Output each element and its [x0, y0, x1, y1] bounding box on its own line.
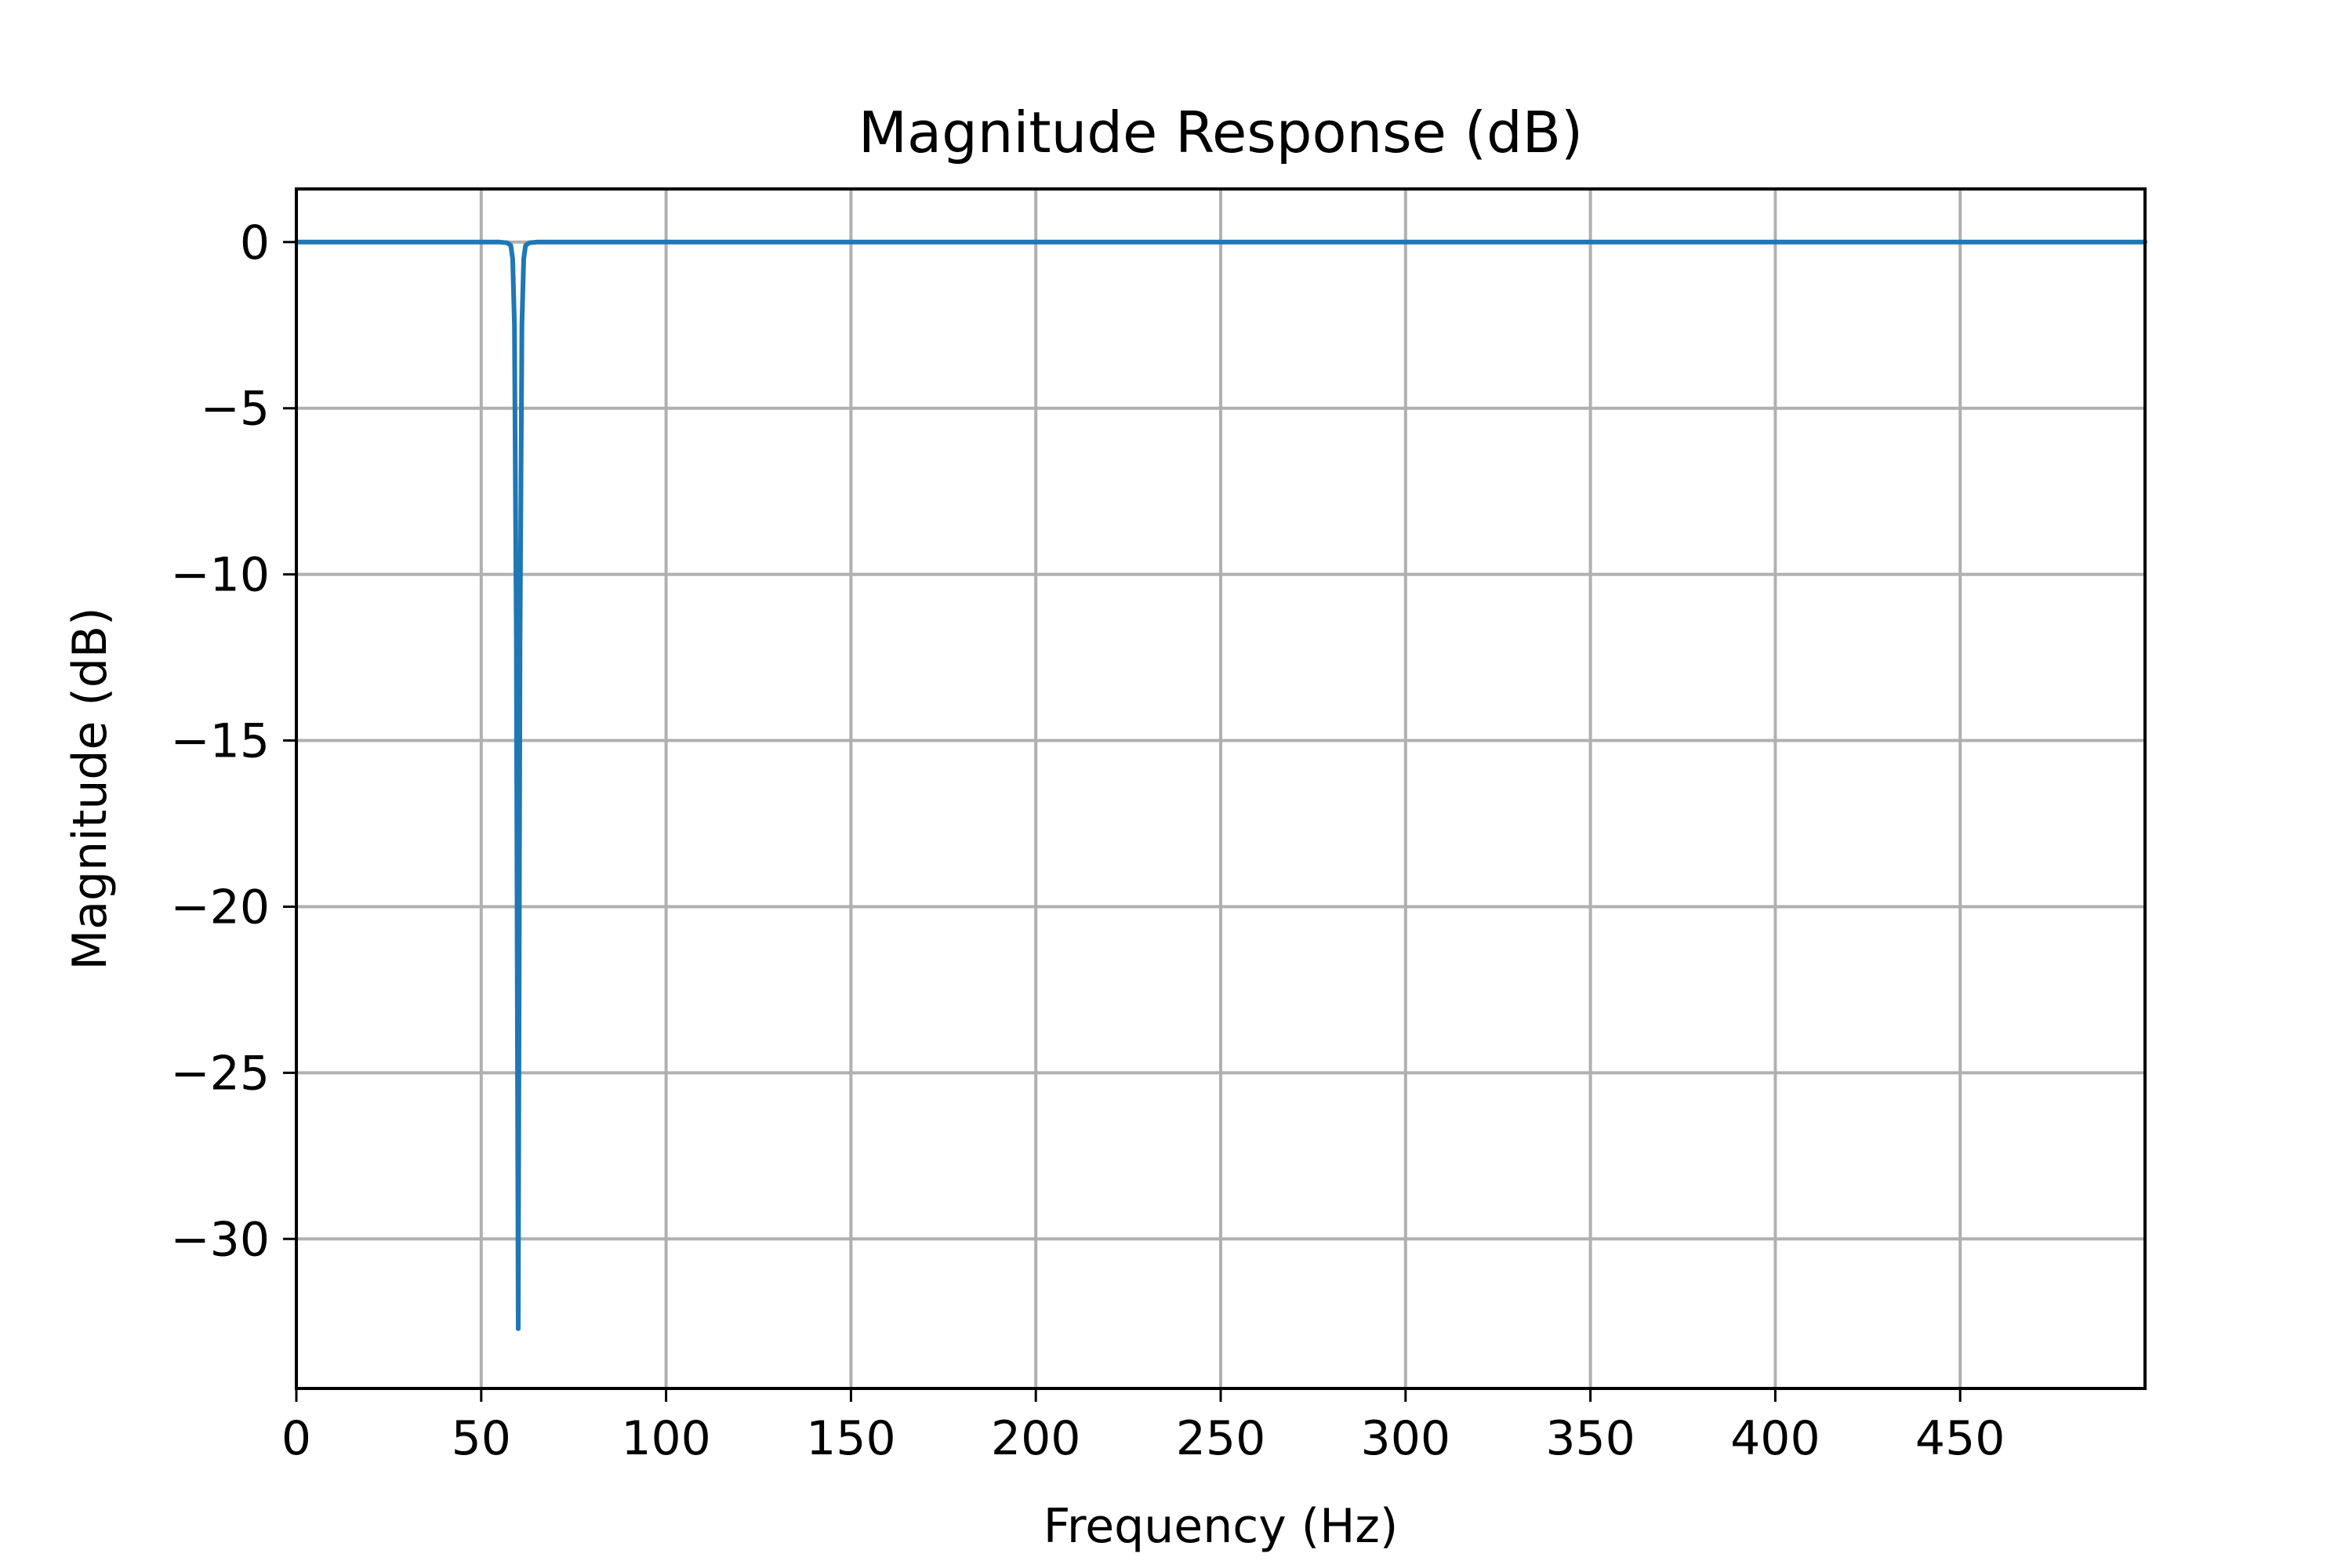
y-tick-label: 0 [240, 216, 270, 270]
x-tick-label: 100 [621, 1411, 711, 1466]
y-tick-label: −15 [170, 714, 270, 769]
x-tick-label: 0 [281, 1411, 311, 1466]
y-tick-label: −5 [201, 382, 270, 437]
y-tick-label: −20 [170, 880, 270, 935]
x-axis-label: Frequency (Hz) [1044, 1499, 1398, 1554]
x-tick-label: 450 [1915, 1411, 2005, 1466]
x-tick-label: 300 [1361, 1411, 1451, 1466]
y-axis-label: Magnitude (dB) [63, 607, 118, 970]
x-tick-label: 350 [1545, 1411, 1635, 1466]
x-tick-label: 50 [452, 1411, 511, 1466]
x-tick-label: 200 [991, 1411, 1081, 1466]
series-layer [294, 239, 2147, 1331]
x-tick-label: 400 [1730, 1411, 1820, 1466]
x-axis-ticks: 0 50 100 150 200 250 300 350 400 450 [281, 1388, 2005, 1466]
y-tick-label: −30 [170, 1212, 270, 1267]
chart-title: Magnitude Response (dB) [858, 100, 1583, 165]
y-tick-label: −10 [170, 548, 270, 603]
x-grid-lines [295, 189, 1962, 1388]
x-tick-label: 150 [806, 1411, 896, 1466]
y-axis-ticks: 0 −5 −10 −15 −20 −25 −30 [170, 216, 296, 1267]
series-line [294, 239, 2147, 1331]
x-tick-label: 250 [1176, 1411, 1266, 1466]
y-tick-label: −25 [170, 1046, 270, 1101]
